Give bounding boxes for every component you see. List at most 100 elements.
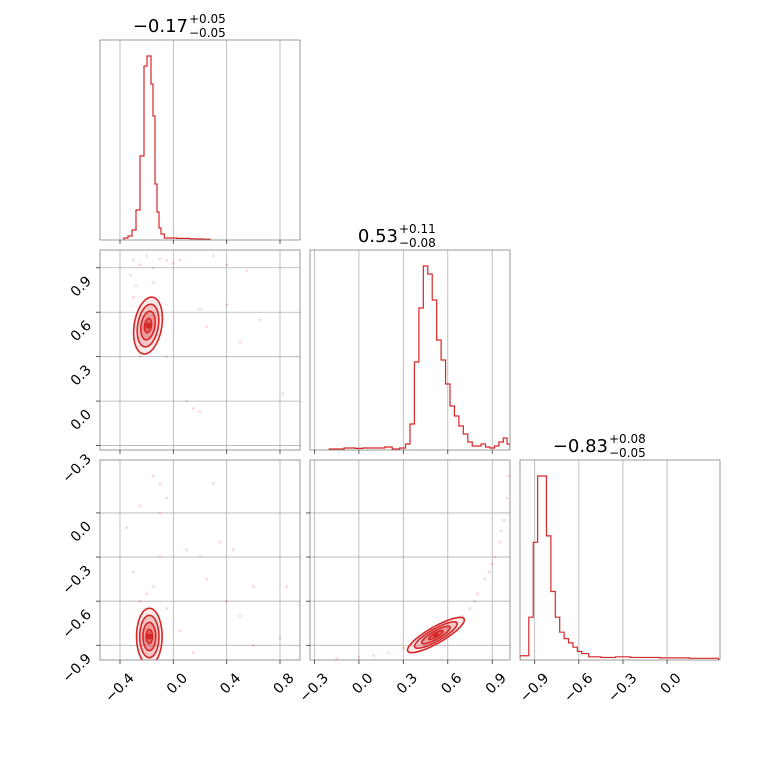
y-tick-label-param-2: −0.9 bbox=[59, 651, 94, 686]
x-tick-label-param-1: 0.0 bbox=[349, 670, 376, 697]
x-tick-label-param-1: 0.9 bbox=[483, 670, 510, 697]
y-tick-label-param-1: 0.6 bbox=[68, 318, 95, 345]
scatter-point bbox=[285, 585, 289, 588]
scatter-point bbox=[165, 607, 169, 610]
y-tick-label-param-1: −0.3 bbox=[59, 451, 94, 486]
scatter-point bbox=[138, 599, 142, 603]
contour-peak bbox=[145, 322, 151, 329]
title-minus-param-0: −0.05 bbox=[189, 26, 226, 40]
title-minus-param-2: −0.05 bbox=[609, 446, 646, 460]
scatter-point bbox=[165, 496, 169, 500]
scatter-point bbox=[178, 258, 182, 262]
scatter-point bbox=[251, 585, 255, 588]
title-median-param-1: 0.53 bbox=[358, 226, 398, 247]
pair-panel-0-1 bbox=[129, 254, 285, 413]
layer-axes bbox=[96, 39, 721, 664]
scatter-point bbox=[225, 263, 229, 267]
scatter-point bbox=[191, 407, 195, 410]
scatter-point bbox=[185, 548, 189, 552]
scatter-point bbox=[131, 296, 135, 299]
title-plus-param-2: +0.08 bbox=[609, 432, 646, 446]
x-tick-label-param-2: −0.3 bbox=[605, 670, 640, 705]
scatter-point bbox=[499, 529, 503, 532]
scatter-point bbox=[505, 496, 509, 500]
x-tick-label-param-2: −0.9 bbox=[517, 670, 552, 705]
histogram-step-param-2 bbox=[520, 475, 720, 660]
scatter-point bbox=[165, 355, 169, 359]
scatter-point bbox=[138, 504, 142, 507]
scatter-point bbox=[198, 410, 202, 413]
scatter-point bbox=[238, 340, 242, 344]
x-tick-label-param-0: 0.0 bbox=[164, 670, 191, 697]
pair-panel-1-2 bbox=[335, 474, 510, 660]
x-tick-label-param-2: −0.6 bbox=[561, 670, 596, 705]
x-tick-label-param-1: 0.3 bbox=[394, 670, 421, 697]
scatter-point bbox=[468, 607, 472, 610]
scatter-point bbox=[483, 577, 487, 581]
title-minus-param-1: −0.08 bbox=[399, 236, 436, 250]
scatter-point bbox=[211, 482, 215, 485]
panel-frame-1-1 bbox=[309, 249, 511, 451]
scatter-point bbox=[502, 518, 506, 522]
scatter-point bbox=[387, 651, 390, 655]
contour-peak bbox=[146, 633, 153, 640]
title-median-param-0: −0.17 bbox=[133, 16, 188, 37]
scatter-point bbox=[401, 646, 405, 650]
scatter-point bbox=[198, 555, 202, 559]
x-tick-label-param-0: 0.4 bbox=[217, 670, 244, 697]
scatter-point bbox=[218, 540, 222, 544]
histogram-step-param-0 bbox=[123, 55, 211, 240]
scatter-point bbox=[158, 511, 162, 515]
scatter-point bbox=[178, 629, 182, 632]
scatter-point bbox=[225, 599, 229, 603]
scatter-point bbox=[493, 555, 497, 559]
scatter-point bbox=[357, 655, 361, 659]
scatter-point bbox=[487, 570, 491, 574]
y-tick-label-param-2: 0.0 bbox=[68, 518, 95, 545]
scatter-point bbox=[507, 474, 510, 478]
scatter-point bbox=[138, 355, 142, 359]
scatter-point bbox=[129, 273, 133, 277]
scatter-point bbox=[251, 643, 255, 647]
scatter-point bbox=[461, 614, 464, 618]
scatter-point bbox=[205, 325, 209, 329]
scatter-point bbox=[185, 399, 189, 403]
scatter-point bbox=[158, 257, 162, 261]
x-tick-label-param-0: −0.4 bbox=[102, 670, 137, 705]
layer-grid bbox=[100, 40, 668, 660]
scatter-point bbox=[281, 392, 285, 396]
title-plus-param-0: +0.05 bbox=[189, 12, 226, 26]
scatter-point bbox=[372, 654, 376, 657]
y-tick-label-param-2: −0.3 bbox=[59, 563, 94, 598]
scatter-point bbox=[238, 614, 242, 618]
y-tick-label-param-1: 0.3 bbox=[68, 362, 95, 389]
scatter-point bbox=[134, 284, 138, 287]
scatter-point bbox=[158, 482, 162, 485]
scatter-point bbox=[125, 526, 129, 530]
scatter-point bbox=[131, 258, 135, 262]
scatter-point bbox=[335, 657, 339, 660]
title-median-param-2: −0.83 bbox=[553, 436, 608, 457]
scatter-point bbox=[245, 269, 249, 273]
scatter-point bbox=[211, 254, 215, 258]
scatter-point bbox=[191, 651, 195, 655]
scatter-point bbox=[165, 258, 169, 262]
scatter-point bbox=[476, 592, 479, 596]
y-tick-label-param-1: 0.9 bbox=[68, 273, 95, 300]
scatter-point bbox=[498, 540, 502, 544]
scatter-point bbox=[138, 263, 142, 267]
scatter-point bbox=[231, 548, 235, 552]
scatter-point bbox=[145, 592, 149, 596]
panel-frame-1-0 bbox=[99, 249, 301, 451]
scatter-point bbox=[145, 254, 149, 258]
scatter-point bbox=[473, 599, 476, 603]
scatter-point bbox=[151, 281, 155, 284]
scatter-point bbox=[158, 555, 162, 559]
layer-marks bbox=[123, 55, 720, 660]
panel-frame-2-0 bbox=[99, 459, 301, 661]
x-tick-label-param-1: 0.6 bbox=[438, 670, 465, 697]
y-tick-label-param-1: 0.0 bbox=[68, 407, 95, 434]
panel-frame-2-2 bbox=[519, 459, 721, 661]
title-plus-param-1: +0.11 bbox=[399, 222, 436, 236]
